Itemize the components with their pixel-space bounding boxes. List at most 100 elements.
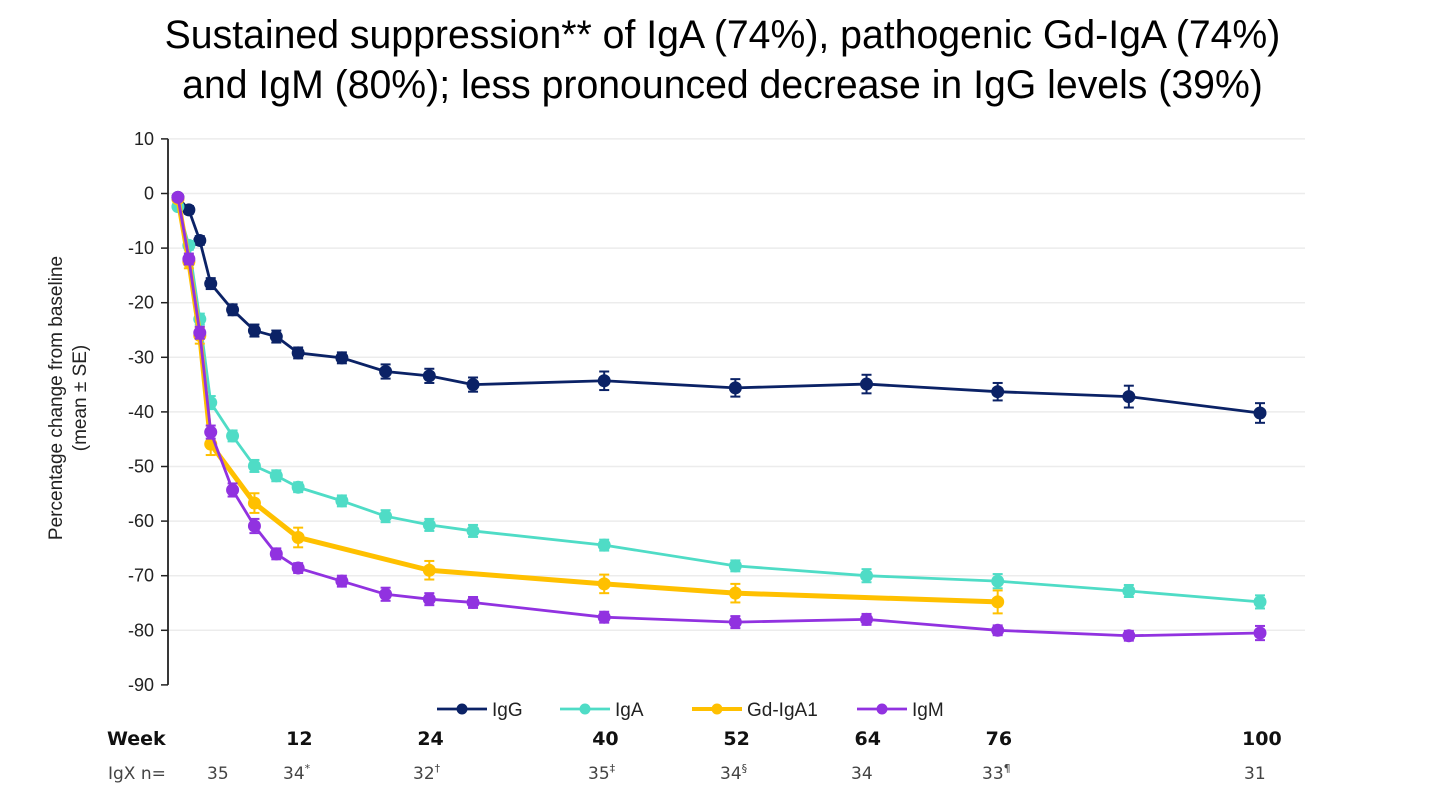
y-tick-label: -10	[128, 238, 154, 258]
data-point	[991, 595, 1005, 609]
x-axis-title: Week	[107, 728, 166, 750]
data-point	[860, 612, 874, 626]
footnote-mark: ¶	[1003, 762, 1011, 775]
data-point	[204, 277, 218, 291]
data-point	[860, 569, 874, 583]
data-point	[291, 530, 305, 544]
data-point	[728, 586, 742, 600]
y-tick-label: -90	[128, 675, 154, 695]
y-axis-title-line-1: Percentage change from baseline	[46, 256, 67, 540]
data-point	[193, 326, 207, 340]
data-point	[597, 610, 611, 624]
data-point	[1122, 390, 1136, 404]
data-point	[335, 494, 349, 508]
y-tick-label: -80	[128, 620, 154, 640]
n-value: 32†	[413, 762, 441, 784]
data-point	[269, 547, 283, 561]
data-point	[466, 524, 480, 538]
data-point	[422, 563, 436, 577]
n-number: 32	[413, 764, 435, 784]
data-point	[991, 385, 1005, 399]
data-point	[466, 595, 480, 609]
series-igg	[171, 190, 1267, 424]
legend-label: IgM	[912, 700, 944, 721]
footnote-mark: §	[741, 762, 748, 775]
data-point	[226, 483, 240, 497]
data-point	[466, 378, 480, 392]
n-number: 34	[283, 764, 305, 784]
n-value: 35	[207, 764, 229, 784]
y-tick-label: -40	[128, 402, 154, 422]
n-number: 31	[1244, 764, 1266, 784]
data-point	[204, 425, 218, 439]
legend-swatch-marker	[876, 703, 888, 715]
legend-item-iga: IgA	[560, 700, 644, 721]
series-line-igg	[176, 196, 1261, 415]
week-tick-label: 52	[723, 728, 750, 750]
legend-swatch-marker	[579, 703, 591, 715]
data-point	[1253, 595, 1267, 609]
data-point	[182, 252, 196, 266]
data-point	[226, 303, 240, 317]
week-tick-label: 76	[985, 728, 1013, 750]
n-number: 33	[982, 764, 1004, 784]
data-point	[991, 574, 1005, 588]
y-tick-label: -30	[128, 347, 154, 367]
y-tick-label: 10	[134, 129, 154, 149]
n-value: 34§	[720, 762, 748, 784]
legend-label: IgG	[492, 700, 523, 721]
data-point	[860, 377, 874, 391]
series-group	[171, 190, 1267, 643]
n-number: 35	[207, 764, 229, 784]
y-axis: 10 0 -10 -20 -30 -40 -50 -60 -70 -80 -90	[128, 129, 169, 695]
n-number: 34	[720, 764, 742, 784]
data-point	[291, 346, 305, 360]
data-point	[247, 519, 261, 533]
data-point	[171, 190, 185, 204]
series-gd-iga1	[171, 192, 1005, 615]
data-point	[1122, 629, 1136, 643]
legend-label: IgA	[615, 700, 644, 721]
data-point	[1253, 626, 1267, 640]
data-point	[597, 577, 611, 591]
data-point	[422, 592, 436, 606]
n-value: 31	[1244, 764, 1266, 784]
data-point	[728, 559, 742, 573]
week-tick-label: 12	[286, 728, 313, 750]
n-row-label: IgX n=	[108, 764, 166, 784]
data-point	[182, 203, 196, 217]
legend: IgG IgA Gd-IgA1 IgM	[437, 700, 944, 721]
data-point	[1122, 584, 1136, 598]
data-point	[247, 324, 261, 338]
y-tick-label: -50	[128, 457, 154, 477]
chart-title: Sustained suppression** of IgA (74%), pa…	[14, 10, 1430, 110]
week-tick-label: 24	[417, 728, 444, 750]
data-point	[247, 459, 261, 473]
footnote-mark: †	[434, 762, 441, 775]
gridlines	[168, 138, 1305, 632]
series-iga	[171, 200, 1267, 610]
data-point	[422, 369, 436, 383]
data-point	[291, 561, 305, 575]
series-line-igm	[176, 197, 1261, 638]
n-value: 34*	[283, 762, 310, 784]
legend-swatch-marker	[456, 703, 468, 715]
data-point	[379, 509, 393, 523]
data-point	[728, 615, 742, 629]
data-point	[597, 374, 611, 388]
legend-label: Gd-IgA1	[747, 700, 818, 721]
footnote-mark: ‡	[609, 762, 616, 775]
data-point	[269, 469, 283, 483]
data-point	[193, 233, 207, 247]
data-point	[379, 364, 393, 378]
y-axis-title: Percentage change from baseline (mean ± …	[46, 256, 91, 540]
week-tick-label: 40	[592, 728, 619, 750]
data-point	[247, 496, 261, 510]
data-point	[422, 518, 436, 532]
data-point	[991, 623, 1005, 637]
data-point	[597, 538, 611, 552]
data-point	[269, 330, 283, 344]
data-point	[1253, 406, 1267, 420]
y-tick-label: 0	[144, 184, 154, 204]
